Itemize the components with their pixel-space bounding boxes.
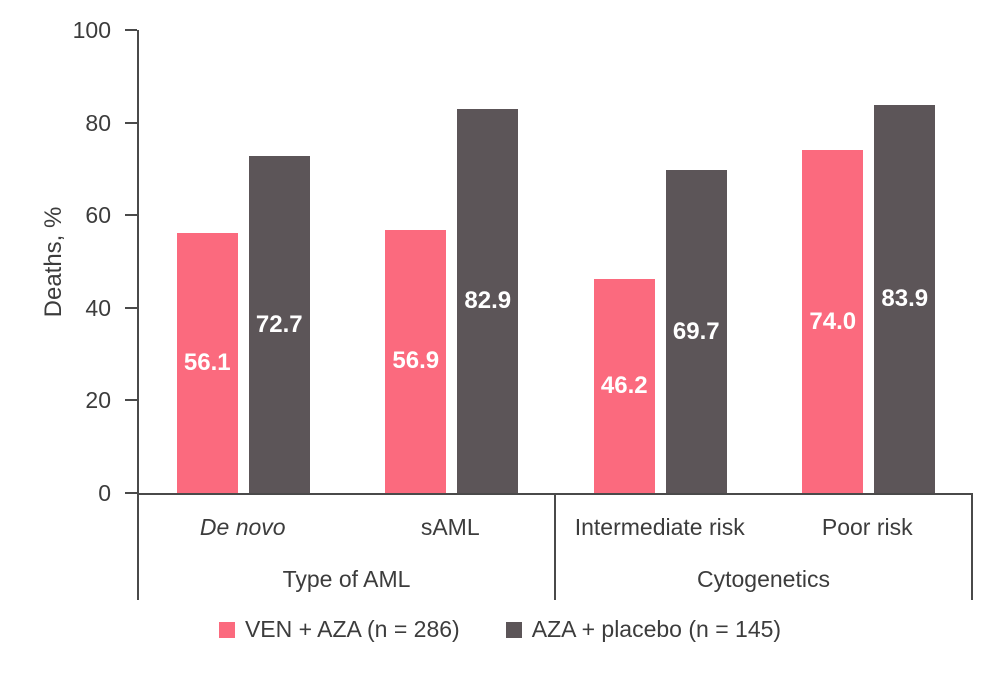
legend-item: AZA + placebo (n = 145): [505, 616, 782, 643]
y-axis: 0 20 40 60 80 100: [73, 17, 973, 506]
legend-swatch: [218, 621, 235, 638]
category-label: Intermediate risk: [574, 513, 745, 540]
y-tick: [125, 306, 137, 309]
axis-section: Intermediate risk Poor risk Cytogenetics: [554, 495, 971, 600]
bar: 82.9: [457, 109, 519, 493]
bar: 74.0: [802, 150, 864, 493]
legend-label: AZA + placebo (n = 145): [531, 616, 782, 642]
category-label: De novo: [199, 513, 286, 540]
bar: 56.1: [176, 233, 238, 493]
category-row: De novo sAML: [139, 495, 554, 559]
axis-section: De novo sAML Type of AML: [139, 495, 554, 600]
bar: 72.7: [248, 156, 310, 493]
legend: VEN + AZA (n = 286) AZA + placebo (n = 14…: [0, 616, 1000, 643]
y-tick-label: 100: [72, 17, 111, 43]
category-label: sAML: [420, 513, 480, 540]
legend-swatch: [505, 621, 522, 638]
category-axis: De novo sAML Type of AML Intermediate risk P…: [137, 495, 973, 600]
bar-value-label: 46.2: [600, 372, 648, 400]
bar-value-label: 56.9: [392, 347, 440, 375]
bar-value-label: 82.9: [464, 287, 512, 315]
legend-item: VEN + AZA (n = 286): [218, 616, 460, 643]
y-tick: [125, 214, 137, 217]
y-tick: [125, 29, 137, 31]
bar-value-label: 69.7: [672, 317, 720, 345]
bar-value-label: 83.9: [881, 284, 929, 312]
bar: 69.7: [665, 170, 727, 493]
plot-area: 0 20 40 60 80 100 56.1 72.7 56.9 82.9 46.2 69.7 74.…: [73, 17, 973, 506]
bar-group: 56.1 72.7: [139, 30, 348, 493]
y-tick-label: 60: [85, 202, 111, 229]
y-tick: [125, 399, 137, 402]
bar-group: 74.0 83.9: [765, 30, 974, 493]
bars: 56.1 72.7 56.9 82.9 46.2 69.7 74.0 83.9: [139, 30, 973, 493]
y-tick-label: 0: [98, 480, 111, 506]
category-row: Intermediate risk Poor risk: [556, 495, 971, 559]
legend-label: VEN + AZA (n = 286): [244, 616, 460, 642]
bar-group: 46.2 69.7: [556, 30, 765, 493]
section-label: Type of AML: [282, 566, 411, 592]
bar: 46.2: [593, 279, 655, 493]
bar-value-label: 74.0: [809, 307, 857, 335]
y-tick-label: 80: [85, 109, 111, 136]
bar-group: 56.9 82.9: [348, 30, 557, 493]
y-tick-label: 40: [85, 294, 111, 321]
y-tick-label: 20: [85, 387, 111, 414]
y-tick: [125, 492, 137, 494]
bar: 83.9: [874, 104, 936, 493]
section-label: Cytogenetics: [697, 566, 830, 592]
bar-value-label: 56.1: [183, 349, 231, 377]
bar: 56.9: [385, 229, 447, 493]
bar-value-label: 72.7: [255, 310, 303, 338]
y-tick: [125, 121, 137, 124]
category-label: Poor risk: [821, 513, 913, 540]
